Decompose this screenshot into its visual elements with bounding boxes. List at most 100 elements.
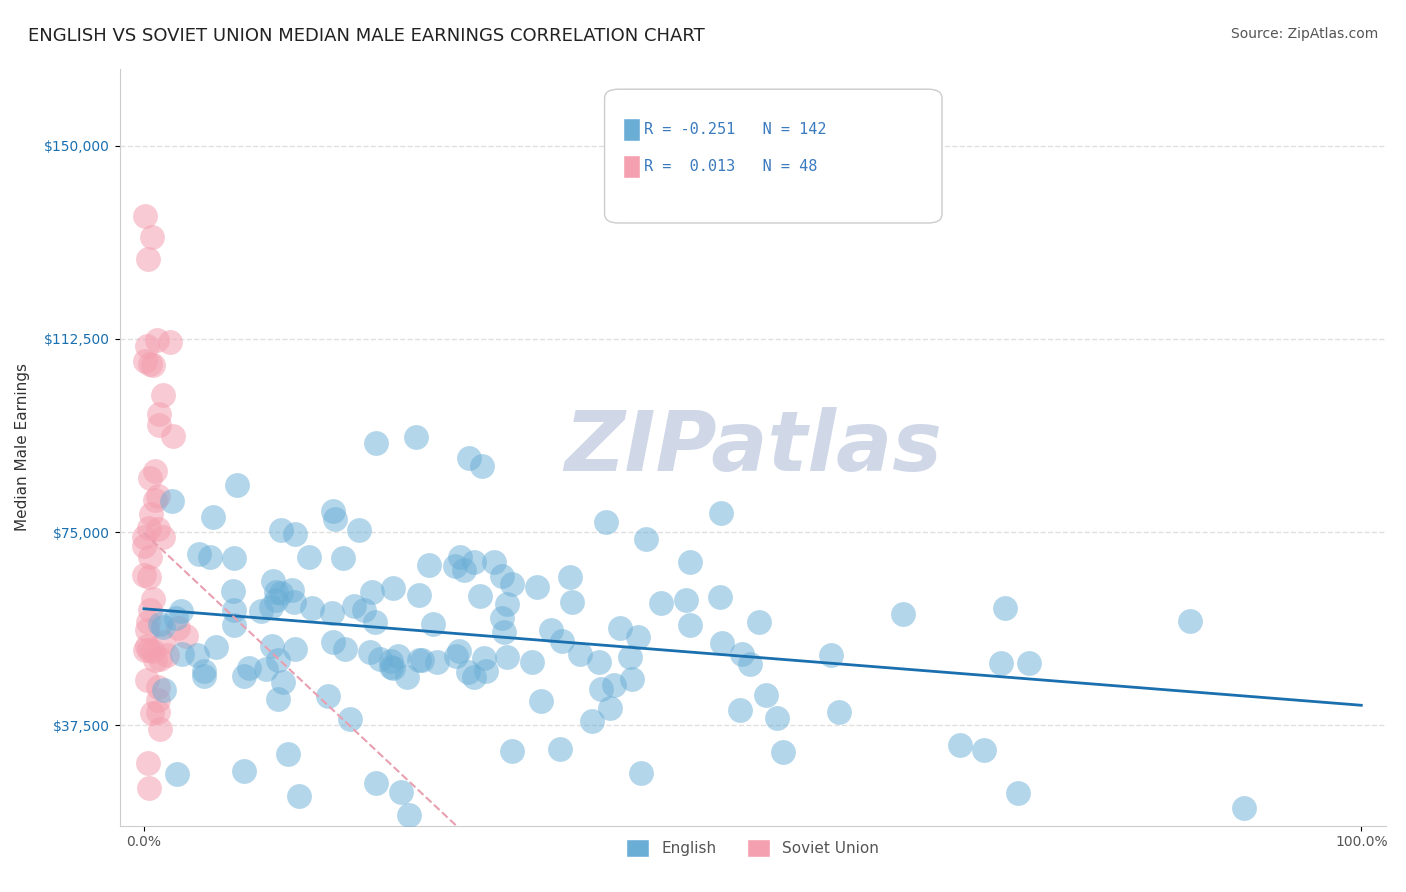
Point xyxy=(152,620,174,634)
Point xyxy=(627,630,650,644)
Point xyxy=(364,776,387,790)
Point xyxy=(146,706,169,720)
Point xyxy=(492,624,515,639)
Point xyxy=(262,640,284,654)
Point xyxy=(444,649,467,664)
Point xyxy=(828,705,851,719)
Point xyxy=(495,650,517,665)
Point xyxy=(475,664,498,678)
Point xyxy=(621,673,644,687)
Point xyxy=(443,559,465,574)
Point xyxy=(1233,801,1256,815)
Point xyxy=(148,489,170,503)
Point xyxy=(186,648,208,663)
Point xyxy=(149,652,172,666)
Point xyxy=(634,532,657,546)
Point xyxy=(711,636,734,650)
Point xyxy=(149,722,172,736)
Point xyxy=(284,642,307,657)
Point xyxy=(138,357,160,371)
Text: R =  0.013   N = 48: R = 0.013 N = 48 xyxy=(644,160,817,174)
Point xyxy=(495,597,517,611)
Point xyxy=(287,789,309,804)
Point xyxy=(152,635,174,649)
Point xyxy=(949,738,972,752)
Point xyxy=(281,582,304,597)
Point xyxy=(277,747,299,761)
Point xyxy=(159,334,181,349)
Point xyxy=(138,780,160,795)
Point xyxy=(138,521,160,535)
Point xyxy=(174,629,197,643)
Point xyxy=(1178,614,1201,628)
Point xyxy=(332,550,354,565)
Point xyxy=(772,745,794,759)
Point xyxy=(141,507,163,521)
Point xyxy=(323,512,346,526)
Point xyxy=(134,209,156,223)
Point xyxy=(222,584,245,599)
Point xyxy=(322,634,344,648)
Point xyxy=(153,683,176,698)
Point xyxy=(172,647,194,661)
Point xyxy=(321,606,343,620)
Point xyxy=(250,604,273,618)
Point xyxy=(609,621,631,635)
Point xyxy=(224,617,246,632)
Point xyxy=(380,654,402,668)
Point xyxy=(382,581,405,595)
Point xyxy=(1018,656,1040,670)
Point xyxy=(264,593,287,607)
Point xyxy=(156,648,179,663)
Point xyxy=(134,568,156,582)
Point xyxy=(264,584,287,599)
Point xyxy=(361,584,384,599)
Point xyxy=(426,656,449,670)
Point xyxy=(650,596,672,610)
Point xyxy=(558,570,581,584)
Legend: English, Soviet Union: English, Soviet Union xyxy=(620,832,886,863)
Point xyxy=(226,477,249,491)
Point xyxy=(166,766,188,780)
Point xyxy=(160,494,183,508)
Point xyxy=(411,653,433,667)
Point xyxy=(380,660,402,674)
Point xyxy=(368,652,391,666)
Point xyxy=(270,586,292,600)
Point xyxy=(138,642,160,657)
Point xyxy=(136,624,159,638)
Point xyxy=(142,644,165,658)
Point xyxy=(136,339,159,353)
Text: Source: ZipAtlas.com: Source: ZipAtlas.com xyxy=(1230,27,1378,41)
Point xyxy=(142,592,165,607)
Point xyxy=(1007,786,1029,800)
Point xyxy=(398,808,420,822)
Point xyxy=(152,388,174,402)
Point xyxy=(755,688,778,702)
Point xyxy=(491,611,513,625)
Point xyxy=(561,595,583,609)
Point xyxy=(526,580,548,594)
Point xyxy=(141,706,163,720)
Point xyxy=(418,558,440,572)
Point xyxy=(449,550,471,565)
Point xyxy=(149,617,172,632)
Point xyxy=(581,714,603,729)
Point xyxy=(387,649,409,664)
Point xyxy=(389,785,412,799)
Point xyxy=(145,333,167,347)
Point xyxy=(200,549,222,564)
Point xyxy=(165,611,187,625)
Point xyxy=(254,662,277,676)
Point xyxy=(548,742,571,756)
Point xyxy=(530,694,553,708)
Point xyxy=(146,681,169,695)
Point xyxy=(142,358,165,372)
Point xyxy=(143,493,166,508)
Point xyxy=(238,661,260,675)
Point xyxy=(457,665,479,680)
Point xyxy=(349,523,371,537)
Point xyxy=(589,682,612,697)
Point xyxy=(422,617,444,632)
Point xyxy=(568,648,591,662)
